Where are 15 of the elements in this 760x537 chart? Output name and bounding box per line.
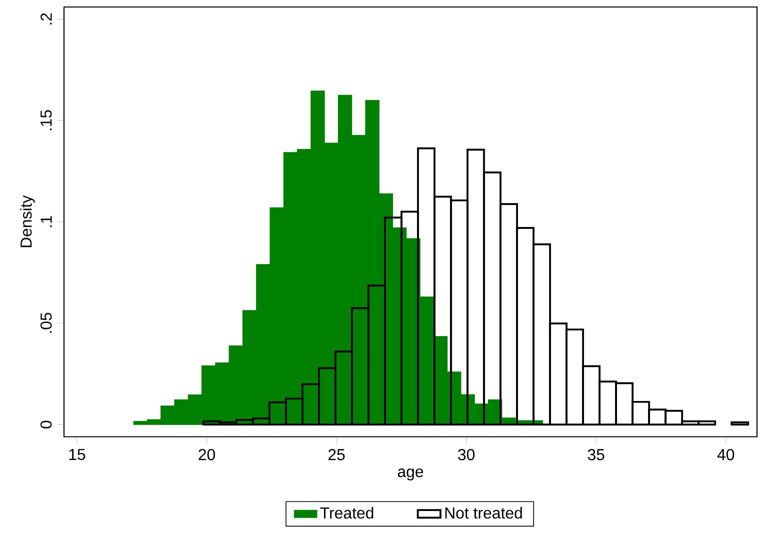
x-axis-title: age <box>398 468 424 480</box>
x-tick-label: 30 <box>458 448 475 460</box>
y-tick-label: .15 <box>40 110 52 130</box>
x-tick-label: 25 <box>328 448 345 460</box>
legend-label: Treated <box>320 506 374 519</box>
legend-label: Not treated <box>445 506 522 519</box>
y-tick-label: 0 <box>40 420 52 428</box>
y-tick-label: .05 <box>40 312 52 333</box>
x-tick-label: 40 <box>717 448 734 460</box>
y-tick-label: .2 <box>40 13 52 24</box>
y-axis-title: Density <box>20 195 35 248</box>
x-tick-label: 20 <box>198 448 215 460</box>
x-tick-label: 15 <box>69 448 86 460</box>
y-tick-label: .1 <box>40 216 52 228</box>
x-tick-label: 35 <box>588 448 604 460</box>
